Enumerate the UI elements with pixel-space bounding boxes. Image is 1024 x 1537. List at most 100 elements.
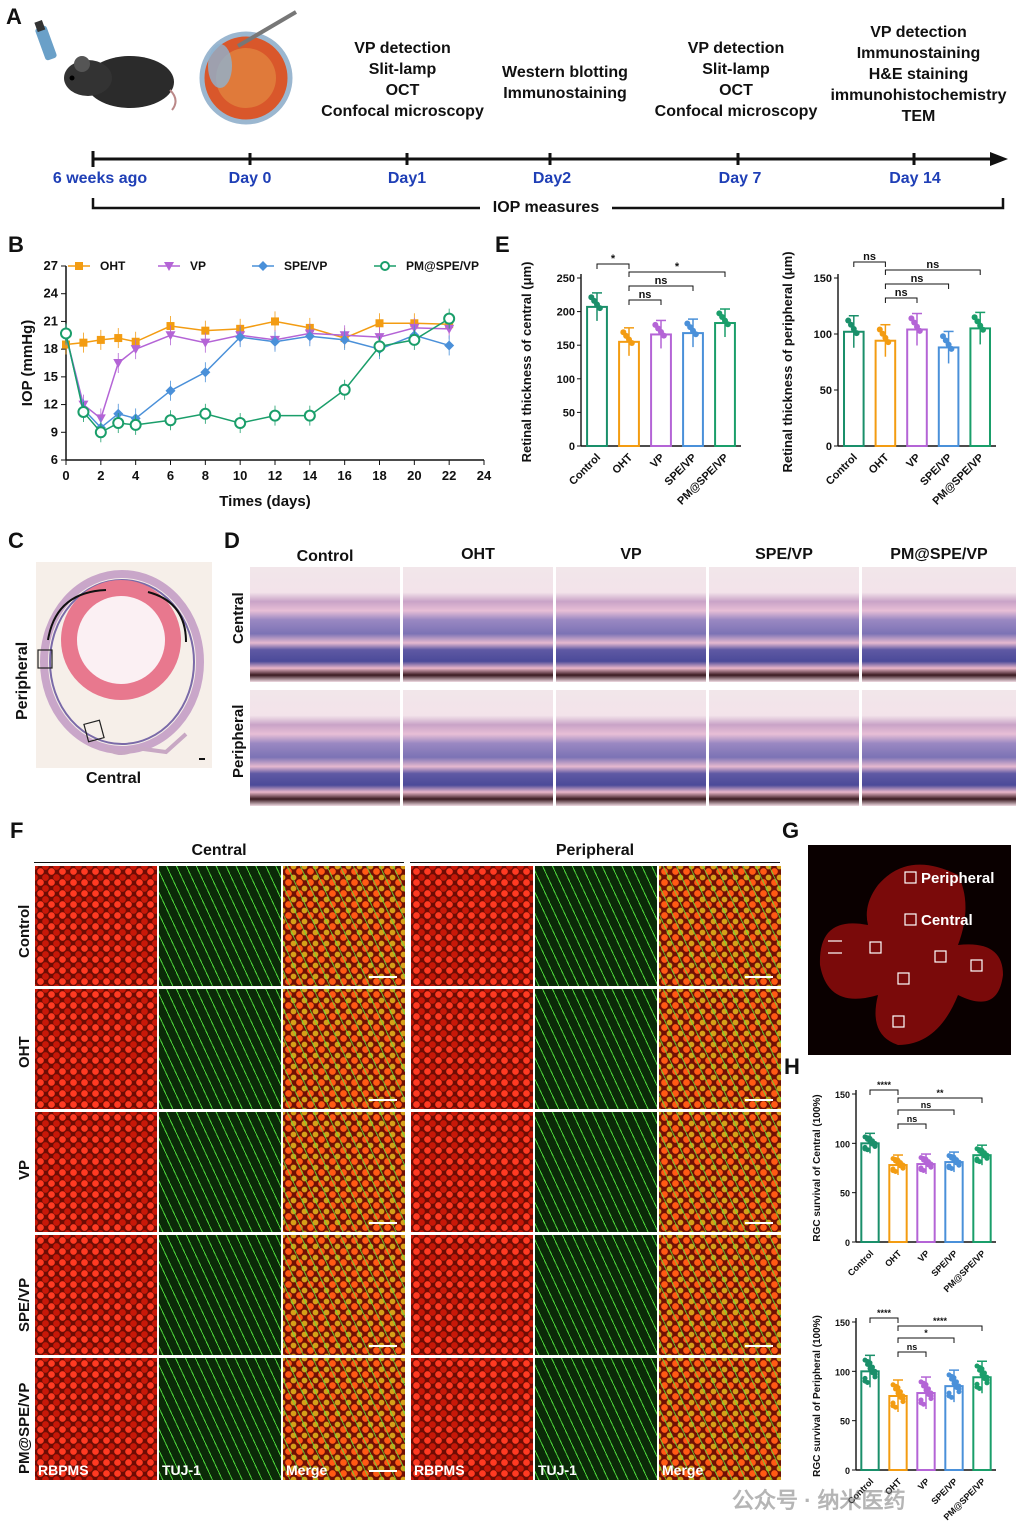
sig-label: ns xyxy=(655,275,668,287)
sig-bracket xyxy=(628,271,726,277)
panel-label-e: E xyxy=(495,232,510,257)
peripheral-control-tuj1 xyxy=(535,866,657,986)
data-dot xyxy=(977,1385,983,1391)
y-tick-label: 0 xyxy=(845,1466,850,1476)
bar xyxy=(944,1161,964,1243)
data-point xyxy=(77,405,90,418)
x-tick-label: VP xyxy=(916,1248,932,1264)
data-dot xyxy=(918,1397,924,1403)
x-tick-label: 16 xyxy=(337,468,351,483)
rgc-peripheral-bar-chart: 0 50 100 150 RGC survival of Peripheral (100… xyxy=(812,1308,996,1522)
data-point xyxy=(112,417,125,430)
data-dot xyxy=(900,1162,906,1168)
timeline-day-4: Day 7 xyxy=(718,170,762,187)
eye-section-drawing xyxy=(37,570,205,760)
he-peripheral-spevp xyxy=(709,690,859,806)
sig-bracket xyxy=(897,1097,983,1103)
bar xyxy=(714,322,736,447)
data-point xyxy=(303,409,316,422)
sig-bracket xyxy=(897,1337,955,1343)
y-tick-label: 50 xyxy=(840,1417,850,1427)
panel-label-h: H xyxy=(784,1054,800,1079)
panel-d-col-oht: OHT xyxy=(461,546,495,563)
panel-f-section-peripheral: Peripheral xyxy=(555,842,635,859)
sig-bracket xyxy=(884,269,981,275)
y-tick-label: 100 xyxy=(835,1139,850,1149)
data-dot xyxy=(951,1375,957,1381)
y-axis-label: RGC survival of Peripheral (100%) xyxy=(812,1315,823,1477)
y-tick-label: 200 xyxy=(557,307,575,319)
central-oht-tuj1 xyxy=(159,989,281,1109)
he-central-spevp xyxy=(709,567,859,682)
sig-bracket xyxy=(897,1123,927,1129)
data-dot xyxy=(885,339,892,346)
scale-bar xyxy=(369,1470,397,1472)
panel-f-row-spevp: SPE/VP xyxy=(16,1277,33,1332)
data-point xyxy=(79,338,88,347)
data-dot xyxy=(921,1167,927,1173)
peripheral-oht-tuj1 xyxy=(535,989,657,1109)
bar xyxy=(906,328,928,447)
panel-g-peripheral-label: Peripheral xyxy=(921,870,995,887)
panel-d-col-vp: VP xyxy=(620,546,642,563)
data-dot xyxy=(895,1385,901,1391)
timeline-day-2: Day1 xyxy=(387,170,427,187)
data-dot xyxy=(628,340,635,347)
scale-bar xyxy=(369,1345,397,1347)
he-peripheral-control xyxy=(250,690,400,806)
sig-label: **** xyxy=(877,1308,892,1318)
peripheral-vp-rbpms xyxy=(411,1112,533,1232)
data-dot xyxy=(872,1140,878,1146)
sig-label: ns xyxy=(907,1342,918,1352)
x-tick-label: 12 xyxy=(268,468,282,483)
central-oht-merge xyxy=(283,989,405,1109)
panel-f-peripheral-rule xyxy=(410,862,780,863)
x-tick-label: 4 xyxy=(132,468,140,483)
central-vp-merge xyxy=(283,1112,405,1232)
peripheral-spevp-tuj1 xyxy=(535,1235,657,1355)
x-tick-label: 2 xyxy=(97,468,104,483)
peripheral-oht-rbpms xyxy=(411,989,533,1109)
data-point xyxy=(443,312,456,325)
x-axis-label: Times (days) xyxy=(219,493,310,510)
data-dot xyxy=(867,1360,873,1366)
legend-label: SPE/VP xyxy=(284,259,327,273)
bar xyxy=(618,340,640,447)
iop-measures-label: IOP measures xyxy=(492,199,600,216)
panel-f-row-oht: OHT xyxy=(16,1036,33,1068)
data-dot xyxy=(692,331,699,338)
central-spevp-merge xyxy=(283,1235,405,1355)
y-tick-label: 50 xyxy=(563,407,575,419)
panel-c-peripheral-label: Peripheral xyxy=(14,641,31,720)
central-pmspevp-tuj1: TUJ-1 xyxy=(159,1358,281,1480)
central-spevp-rbpms xyxy=(35,1235,157,1355)
central-control-merge xyxy=(283,866,405,986)
he-central-vp xyxy=(556,567,706,682)
he-central-control xyxy=(250,567,400,682)
sig-label: ns xyxy=(911,273,924,285)
panel-label-c: C xyxy=(8,528,24,553)
he-central-pmspevp xyxy=(862,567,1016,682)
sig-label: ns xyxy=(907,1114,918,1124)
data-dot xyxy=(660,332,667,339)
panel-d-col-spevp: SPE/VP xyxy=(755,546,813,563)
y-tick-label: 100 xyxy=(835,1367,850,1377)
panel-label-b: B xyxy=(8,232,24,257)
panel-d-row-central: Central xyxy=(230,592,247,644)
scale-bar xyxy=(745,976,773,978)
channel-label-tuj1: TUJ-1 xyxy=(538,1462,577,1478)
sig-bracket xyxy=(596,263,630,269)
data-point xyxy=(235,332,246,343)
data-point xyxy=(339,334,350,345)
central-control-rbpms xyxy=(35,866,157,986)
data-dot xyxy=(928,1390,934,1396)
data-point xyxy=(199,407,212,420)
data-point xyxy=(129,418,142,431)
y-tick-label: 21 xyxy=(44,313,58,328)
data-dot xyxy=(921,1401,927,1407)
data-point xyxy=(338,383,351,396)
data-dot xyxy=(893,1404,899,1410)
x-tick-label: OHT xyxy=(883,1248,904,1269)
he-peripheral-pmspevp xyxy=(862,690,1016,806)
x-tick-label: 8 xyxy=(202,468,209,483)
